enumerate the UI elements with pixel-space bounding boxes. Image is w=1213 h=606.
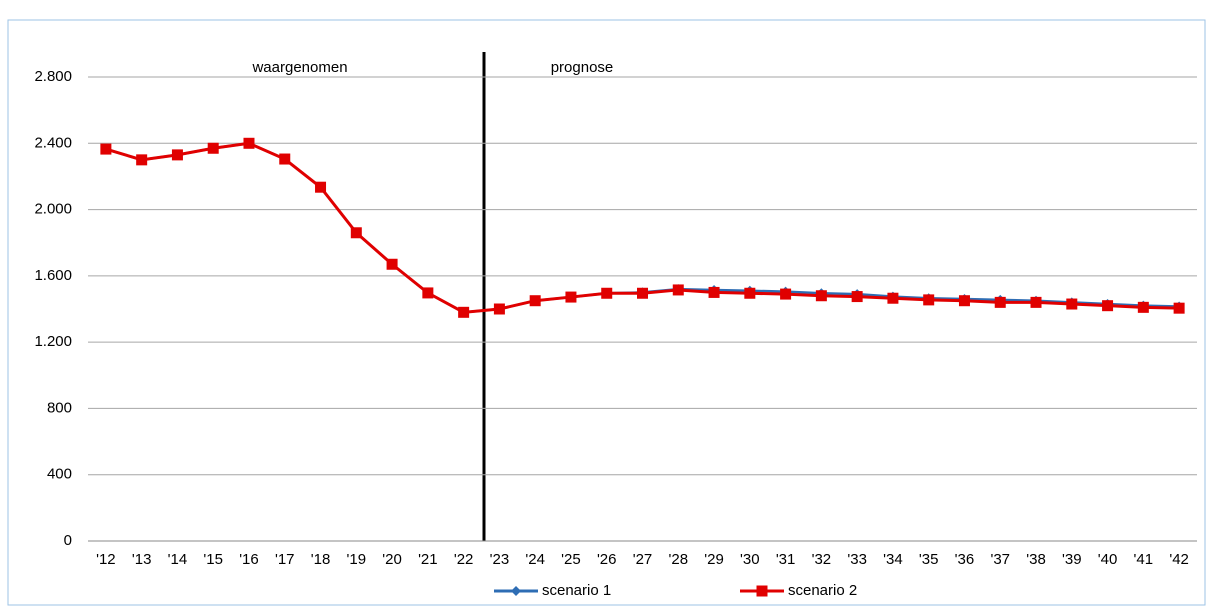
marker [136,154,148,166]
x-tick-label: '26 [597,551,617,568]
x-tick-label: '37 [990,551,1010,568]
marker [315,181,327,193]
marker [708,286,720,298]
legend-label: scenario 2 [788,582,857,599]
chart-frame [7,19,1206,606]
x-tick-label: '22 [454,551,474,568]
marker [1173,302,1185,314]
marker [100,143,112,155]
marker [458,306,470,318]
marker [851,291,863,303]
marker [493,303,505,315]
x-tick-label: '32 [812,551,832,568]
x-tick-label: '33 [847,551,867,568]
marker [171,149,183,161]
marker [780,288,792,300]
x-tick-label: '38 [1026,551,1046,568]
marker [1137,301,1149,313]
x-tick-label: '34 [883,551,903,568]
x-tick-label: '14 [168,551,188,568]
x-tick-label: '25 [561,551,581,568]
x-tick-label: '41 [1134,551,1154,568]
x-tick-label: '12 [96,551,116,568]
x-tick-label: '13 [132,551,152,568]
x-tick-label: '15 [203,551,223,568]
x-tick-label: '40 [1098,551,1118,568]
x-tick-label: '30 [740,551,760,568]
marker [422,287,434,299]
x-tick-label: '24 [525,551,545,568]
marker [1030,296,1042,308]
y-tick-label: 2.800 [34,68,72,85]
marker [207,142,219,154]
x-tick-label: '19 [347,551,367,568]
marker [243,137,255,149]
marker [744,287,756,299]
marker [511,586,521,596]
marker [994,296,1006,308]
marker [923,294,935,306]
marker [815,290,827,302]
y-tick-label: 800 [47,399,72,416]
y-tick-label: 400 [47,466,72,483]
marker [756,585,768,597]
x-tick-label: '21 [418,551,438,568]
x-tick-label: '36 [955,551,975,568]
y-tick-label: 0 [64,532,72,549]
marker [1102,300,1114,312]
y-tick-label: 2.000 [34,201,72,218]
annotation: prognose [551,59,614,76]
x-tick-label: '42 [1169,551,1189,568]
x-tick-label: '31 [776,551,796,568]
x-tick-label: '23 [490,551,510,568]
y-tick-label: 2.400 [34,134,72,151]
marker [672,284,684,296]
marker [529,295,541,307]
x-tick-label: '27 [633,551,653,568]
x-tick-label: '17 [275,551,295,568]
marker [565,291,577,303]
marker [1066,298,1078,310]
marker [350,227,362,239]
x-tick-label: '20 [382,551,402,568]
marker [279,153,291,165]
annotation: waargenomen [251,59,347,76]
marker [386,258,398,270]
x-tick-label: '29 [704,551,724,568]
x-tick-label: '28 [668,551,688,568]
marker [601,287,613,299]
y-tick-label: 1.600 [34,267,72,284]
marker [887,292,899,304]
marker [637,287,648,299]
marker [958,295,970,307]
x-tick-label: '18 [311,551,331,568]
legend-label: scenario 1 [542,582,611,599]
x-tick-label: '39 [1062,551,1082,568]
x-tick-label: '35 [919,551,939,568]
x-tick-label: '16 [239,551,259,568]
y-tick-label: 1.200 [34,333,72,350]
